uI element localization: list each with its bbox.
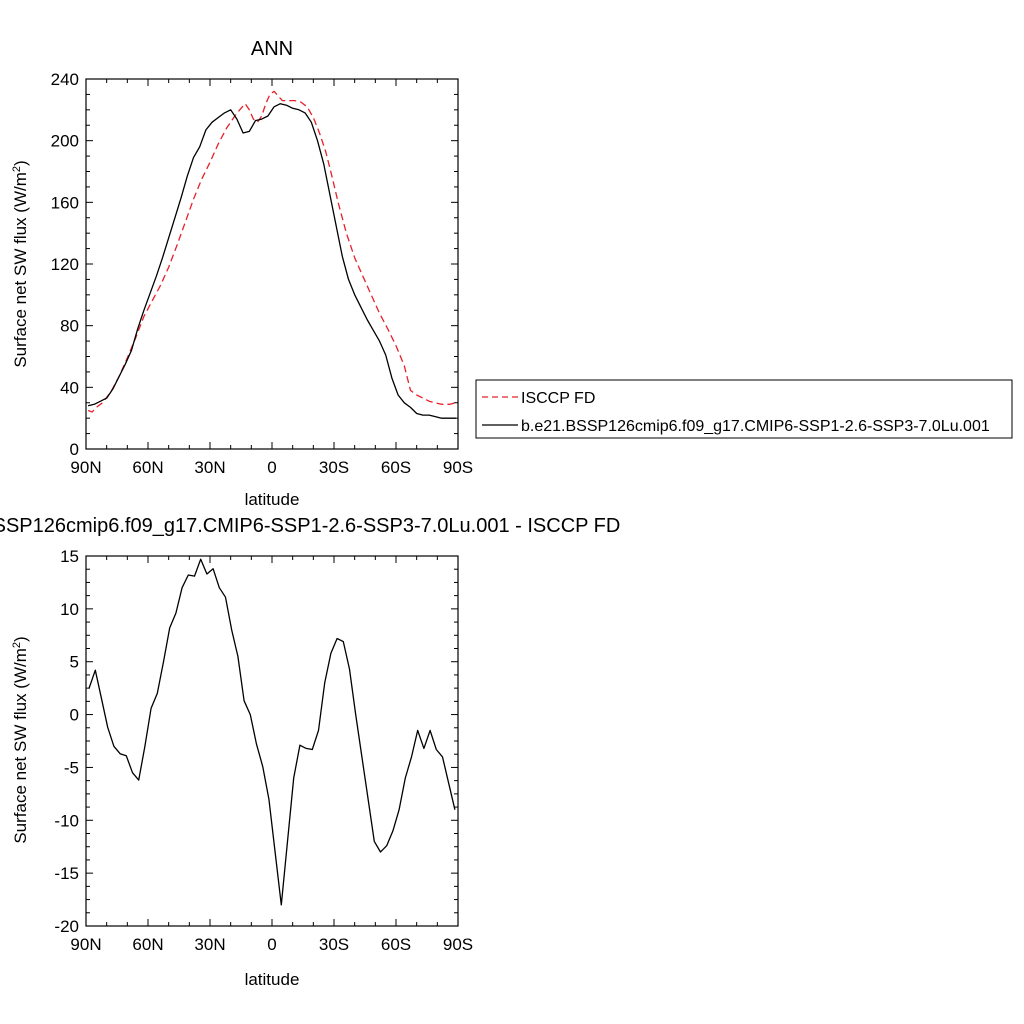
bottom-y-tick-label: -10: [54, 811, 79, 830]
top-y-tick-label: 200: [51, 132, 79, 151]
bottom-x-tick-label: 30S: [319, 935, 349, 954]
top-x-ticks: 90N 60N 30N 0 30S 60S 90S: [70, 79, 473, 477]
top-y-tick-label: 80: [60, 317, 79, 336]
top-y-tick-label: 120: [51, 255, 79, 274]
bottom-y-tick-label: 15: [60, 547, 79, 566]
bottom-y-axis-title: Surface net SW flux (W/m2): [11, 636, 30, 843]
top-series-line-model: [87, 103, 456, 419]
top-plot-title: ANN: [251, 38, 293, 60]
top-x-tick-label: 60N: [132, 458, 163, 477]
bottom-x-tick-label: 0: [267, 935, 276, 954]
legend-label-isccp: ISCCP FD: [521, 390, 595, 407]
top-x-tick-label: 30N: [194, 458, 225, 477]
bottom-x-tick-label: 60N: [132, 935, 163, 954]
bottom-y-tick-label: 0: [70, 706, 79, 725]
top-x-tick-label: 90N: [70, 458, 101, 477]
bottom-x-tick-label: 90S: [443, 935, 473, 954]
top-x-tick-label: 60S: [381, 458, 411, 477]
top-series-line-isccp-fd: [87, 90, 457, 413]
bottom-x-ticks: 90N 60N 30N 0 30S 60S 90S: [70, 556, 473, 954]
top-y-tick-label: 240: [51, 70, 79, 89]
bottom-plot-title: b.e21.BSSP126cmip6.f09_g17.CMIP6-SSP1-2.…: [0, 515, 620, 537]
bottom-y-tick-label: -15: [54, 864, 79, 883]
top-x-axis-title: latitude: [245, 490, 300, 509]
top-series-group: [87, 90, 457, 419]
bottom-x-tick-label: 60S: [381, 935, 411, 954]
legend-label-model: b.e21.BSSP126cmip6.f09_g17.CMIP6-SSP1-2.…: [521, 418, 990, 435]
bottom-y-tick-label: 10: [60, 600, 79, 619]
top-y-axis-title: Surface net SW flux (W/m2): [11, 160, 30, 367]
bottom-plot: b.e21.BSSP126cmip6.f09_g17.CMIP6-SSP1-2.…: [0, 515, 620, 989]
bottom-x-tick-label: 30N: [194, 935, 225, 954]
top-plot-frame: [85, 78, 459, 450]
bottom-series-line-difference: [88, 558, 456, 906]
bottom-y-tick-label: 5: [70, 653, 79, 672]
bottom-x-axis-title: latitude: [245, 970, 300, 989]
legend-box: [475, 379, 1013, 439]
bottom-y-tick-label: -5: [64, 758, 79, 777]
bottom-x-tick-label: 90N: [70, 935, 101, 954]
bottom-series-group: [88, 558, 456, 906]
top-y-tick-label: 40: [60, 378, 79, 397]
top-y-tick-label: 160: [51, 193, 79, 212]
legend: ISCCP FD b.e21.BSSP126cmip6.f09_g17.CMIP…: [475, 379, 1013, 439]
top-x-tick-label: 30S: [319, 458, 349, 477]
top-x-tick-label: 90S: [443, 458, 473, 477]
bottom-y-tick-label: -20: [54, 917, 79, 936]
bottom-plot-frame: [85, 555, 459, 927]
top-y-tick-label: 0: [70, 440, 79, 459]
top-y-ticks: 0 40 80 120 160 200 240: [51, 70, 458, 459]
top-x-tick-label: 0: [267, 458, 276, 477]
